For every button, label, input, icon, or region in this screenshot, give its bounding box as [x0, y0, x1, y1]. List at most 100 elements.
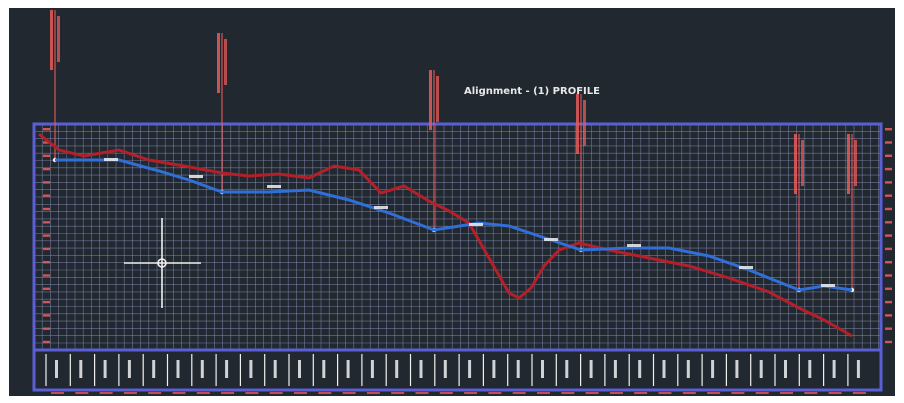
- station-label-below: [512, 392, 526, 394]
- station-label-below: [294, 392, 307, 394]
- pvi-label: [224, 39, 227, 85]
- station-band-value: [565, 360, 569, 378]
- station-band-frame: [32, 348, 883, 392]
- elevation-label-right: [885, 181, 892, 184]
- station-label-below: [682, 392, 696, 394]
- elevation-label-left: [43, 274, 50, 277]
- grade-label: [189, 175, 203, 178]
- station-label-below: [391, 392, 405, 394]
- station-label-below: [123, 392, 137, 394]
- station-band-value: [711, 360, 715, 378]
- elevation-label-right: [885, 300, 892, 304]
- elevation-label-left: [43, 314, 50, 317]
- grade-label: [104, 158, 118, 161]
- pvi-label: [217, 33, 220, 93]
- pvi-label: [794, 134, 797, 194]
- elevation-label-right: [885, 194, 892, 197]
- elevation-label-left: [43, 154, 50, 157]
- station-band-value: [225, 360, 229, 378]
- elevation-label-left: [43, 234, 50, 237]
- elevation-label-right: [885, 274, 892, 277]
- elevation-label-right: [885, 287, 892, 290]
- elevation-label-left: [43, 261, 50, 264]
- station-band-value: [152, 360, 156, 378]
- station-band-value: [273, 360, 277, 378]
- pvi-label: [847, 134, 850, 194]
- grade-label: [469, 223, 483, 226]
- profile-grid: [33, 123, 892, 350]
- station-label-below: [269, 392, 283, 394]
- grade-label: [627, 244, 641, 247]
- existing-ground-line[interactable]: [38, 132, 853, 338]
- elevation-label-right: [885, 167, 892, 171]
- station-label-below: [537, 392, 550, 394]
- station-label-below: [221, 392, 235, 394]
- station-band-value: [856, 360, 860, 378]
- station-label-below: [99, 392, 113, 394]
- design-profile-line[interactable]: [55, 158, 853, 292]
- station-band-value: [79, 360, 83, 378]
- elevation-label-left: [43, 221, 50, 224]
- station-label-below: [342, 392, 356, 394]
- station-label-below: [731, 392, 745, 394]
- elevation-label-right: [885, 207, 892, 211]
- elevation-label-right: [885, 327, 892, 330]
- station-label-below: [585, 392, 599, 394]
- station-band-value: [322, 360, 326, 378]
- elevation-label-right: [885, 261, 892, 264]
- elevation-label-right: [885, 128, 892, 131]
- elevation-label-right: [885, 234, 892, 237]
- station-band-value: [759, 360, 763, 378]
- pvi-label: [801, 140, 804, 186]
- grade-label: [267, 185, 281, 188]
- station-label-below: [561, 392, 575, 394]
- station-band-value: [686, 360, 690, 378]
- station-band-value: [443, 360, 447, 378]
- elevation-label-right: [885, 314, 892, 317]
- station-band-value: [832, 360, 836, 378]
- station-label-below: [51, 392, 64, 394]
- station-label-below: [658, 392, 672, 394]
- station-label-below: [318, 392, 332, 394]
- elevation-label-left: [43, 327, 50, 330]
- elevation-label-left: [43, 287, 50, 290]
- profile-view[interactable]: Alignment - (1) PROFILE: [9, 8, 895, 396]
- station-band-value: [638, 360, 642, 378]
- station-band-value: [370, 360, 374, 378]
- station-label-below: [755, 392, 769, 394]
- cad-viewport[interactable]: Alignment - (1) PROFILE: [9, 8, 895, 396]
- station-band-value: [298, 360, 301, 378]
- grade-label: [544, 238, 558, 241]
- pvi-label: [429, 70, 432, 130]
- station-band-value: [468, 360, 472, 378]
- station-band-value: [103, 360, 107, 378]
- elevation-label-left: [43, 247, 50, 251]
- crosshair-icon: [124, 218, 201, 308]
- station-label-below: [804, 392, 818, 394]
- elevation-label-left: [43, 141, 50, 144]
- elevation-label-right: [885, 247, 892, 251]
- station-label-below: [634, 392, 648, 394]
- pvi-label: [57, 16, 60, 62]
- station-label-below: [707, 392, 721, 394]
- station-band-value: [541, 360, 544, 378]
- station-band-value: [395, 360, 399, 378]
- pvi-label: [583, 100, 586, 146]
- station-band-value: [492, 360, 496, 378]
- station-band-value: [200, 360, 204, 378]
- station-label-below: [415, 392, 429, 394]
- elevation-label-left: [43, 340, 50, 344]
- elevation-label-right: [885, 340, 892, 344]
- station-label-below: [609, 392, 623, 394]
- station-band-value: [516, 360, 520, 378]
- station-label-below: [439, 392, 453, 394]
- station-label-below: [148, 392, 162, 394]
- station-label-below: [780, 392, 793, 394]
- station-label-below: [196, 392, 210, 394]
- station-label-below: [464, 392, 478, 394]
- elevation-label-left: [43, 128, 50, 131]
- station-label-below: [75, 392, 89, 394]
- station-label-below: [852, 392, 866, 394]
- profile-title: Alignment - (1) PROFILE: [464, 86, 600, 97]
- station-band-value: [176, 360, 180, 378]
